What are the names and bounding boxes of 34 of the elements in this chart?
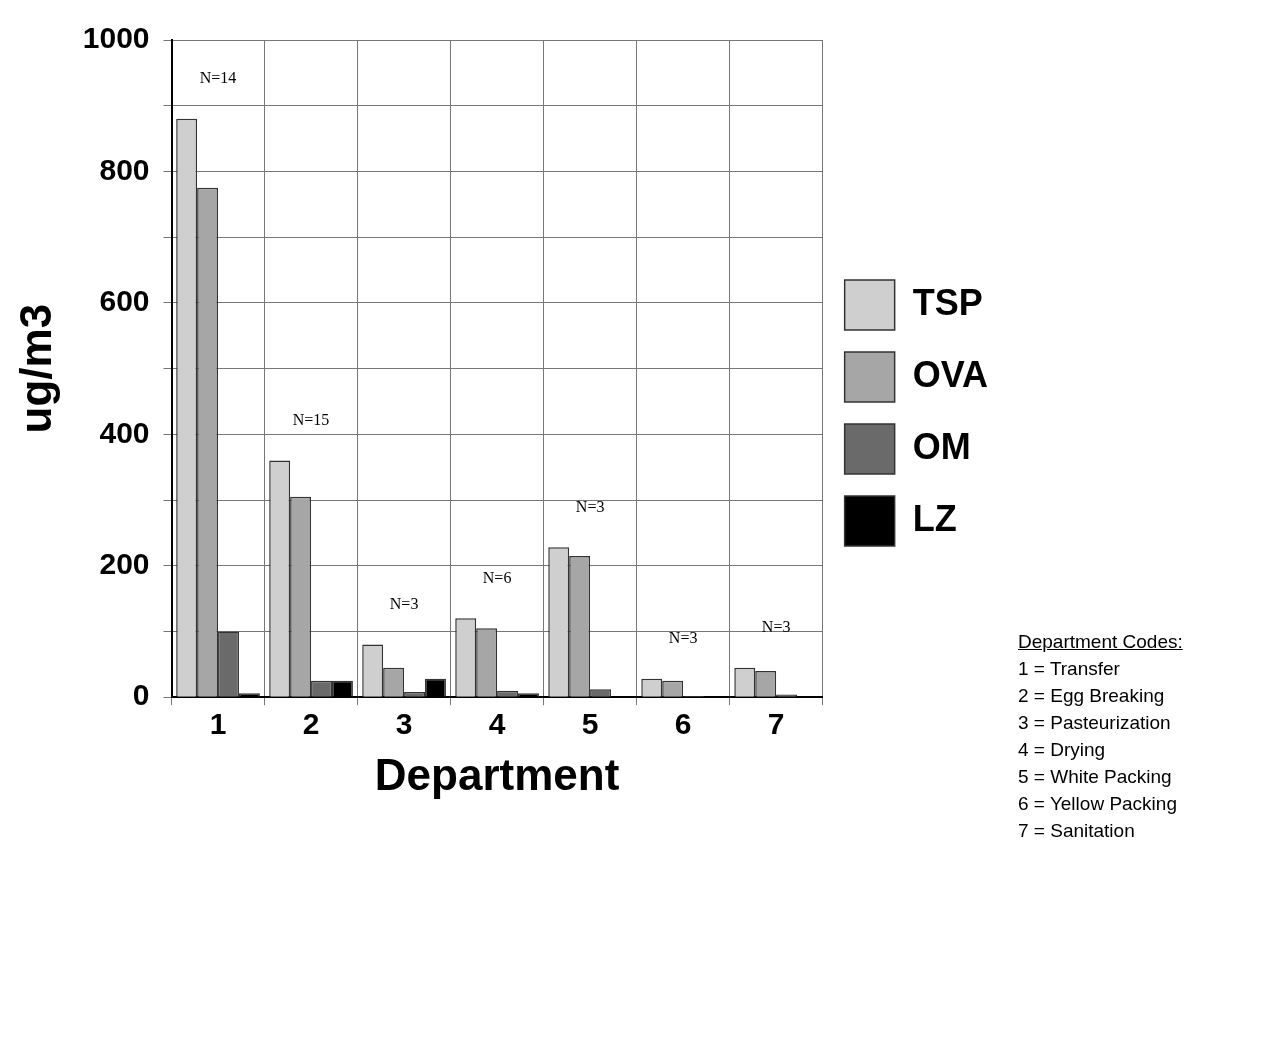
- text: 5 = White Packing: [1018, 765, 1173, 789]
- y-tick-label: 600: [99, 284, 150, 318]
- y-tick-label: 0: [132, 678, 150, 712]
- y-tick-label: 200: [99, 547, 150, 581]
- x-tick-label: 5: [581, 707, 599, 741]
- legend-label: TSP: [912, 281, 983, 323]
- legend-label: OVA: [912, 353, 988, 395]
- annotation: N=3: [761, 617, 791, 635]
- text: 3 = Pasteurization: [1018, 711, 1172, 735]
- annotation: N=3: [575, 497, 605, 515]
- text: 7 = Sanitation: [1018, 819, 1136, 843]
- x-tick-label: 1: [209, 707, 227, 741]
- text: Department Codes:: [1018, 630, 1184, 654]
- legend-label: OM: [912, 425, 971, 467]
- annotation: N=6: [482, 568, 512, 586]
- legend-label: LZ: [912, 497, 957, 539]
- text: 1 = Transfer: [1018, 657, 1121, 681]
- x-tick-label: 6: [674, 707, 692, 741]
- annotation: N=14: [199, 69, 237, 87]
- x-tick-label: 2: [302, 707, 320, 741]
- y-axis-title: ug/m3: [10, 303, 60, 434]
- x-tick-label: 7: [767, 707, 785, 741]
- text: 2 = Egg Breaking: [1018, 684, 1166, 708]
- x-tick-label: 4: [488, 707, 506, 741]
- text: 4 = Drying: [1018, 738, 1107, 762]
- text: 6 = Yellow Packing: [1018, 792, 1178, 816]
- x-tick-label: 3: [395, 707, 413, 741]
- annotation: N=3: [389, 594, 419, 612]
- y-tick-label: 1000: [82, 21, 150, 55]
- y-tick-label: 400: [99, 415, 150, 449]
- y-tick-label: 800: [99, 152, 150, 186]
- x-axis-title: Department: [374, 749, 620, 799]
- annotation: N=15: [292, 410, 330, 428]
- annotation: N=3: [668, 629, 698, 646]
